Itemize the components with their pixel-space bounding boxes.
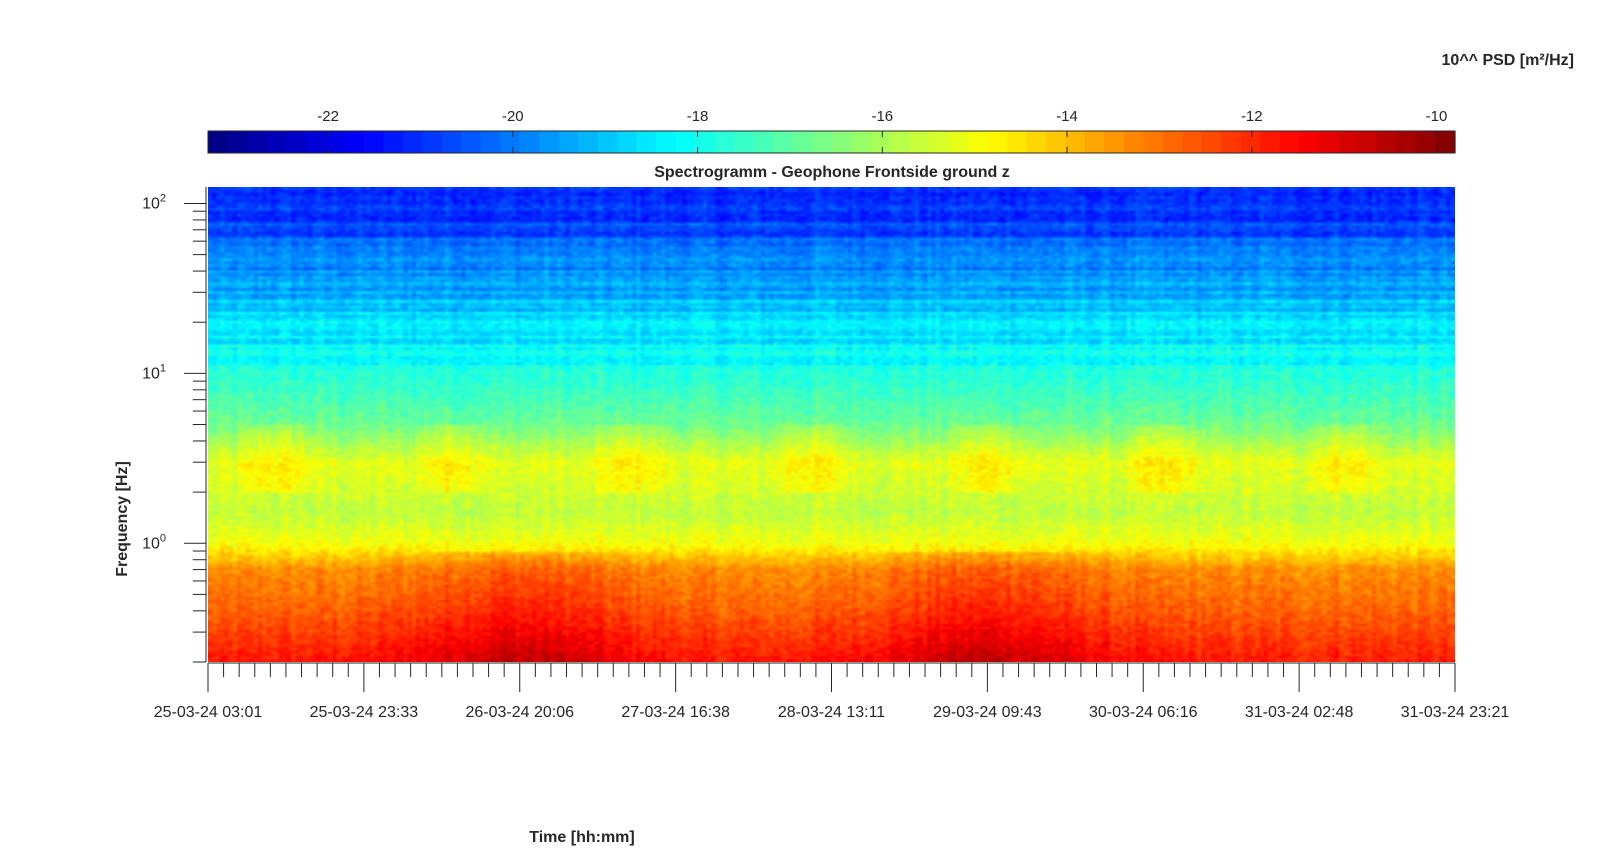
colorbar-segment [1162,131,1183,153]
colorbar-segment [539,131,560,153]
colorbar-segment [1299,131,1320,153]
colorbar-segment [422,131,443,153]
colorbar-segment [695,131,716,153]
spectrogram-image [208,187,1455,662]
colorbar-segment [948,131,969,153]
colorbar-segment [266,131,287,153]
colorbar-segment [1026,131,1047,153]
x-tick-label: 31-03-24 02:48 [1245,704,1354,721]
colorbar-segment [734,131,755,153]
colorbar-segment [383,131,404,153]
y-axis: 100 101 102 [142,187,207,663]
colorbar-segment [1377,131,1398,153]
colorbar-segment [208,131,229,153]
x-tick-label: 28-03-24 13:11 [778,704,885,721]
colorbar-segment [461,131,482,153]
x-tick-label: 26-03-24 20:06 [465,704,574,721]
colorbar-segment [324,131,345,153]
colorbar-segment [1143,131,1164,153]
colorbar-segment [402,131,423,153]
colorbar-segment [1318,131,1339,153]
colorbar-segment [1123,131,1144,153]
colorbar-segment [1416,131,1437,153]
colorbar-segment [441,131,462,153]
colorbar-segment [578,131,599,153]
colorbar-segment [1006,131,1027,153]
colorbar-segment [967,131,988,153]
colorbar-segment [870,131,891,153]
y-tick-label: 100 [142,532,166,552]
colorbar-tick-label: -18 [687,108,709,125]
colorbar-segment [1182,131,1203,153]
y-axis-label: Frequency [Hz] [114,461,131,577]
spectrogram-plot [208,187,1455,662]
x-tick-label: 30-03-24 06:16 [1089,704,1198,721]
colorbar-tick-label: -20 [502,108,524,125]
x-axis-label: Time [hh:mm] [529,829,634,846]
colorbar-segment [305,131,326,153]
colorbar-segment [909,131,930,153]
x-tick-label: 25-03-24 23:33 [310,704,419,721]
chart-title: Spectrogramm - Geophone Frontside ground… [654,164,1010,181]
y-tick-label: 101 [142,362,166,382]
x-tick-label: 27-03-24 16:38 [621,704,730,721]
colorbar-segment [617,131,638,153]
colorbar-tick-label: -14 [1056,108,1078,125]
colorbar-frame [207,130,1456,154]
colorbar-segment [987,131,1008,153]
colorbar-segment [558,131,579,153]
colorbar-segment [850,131,872,153]
x-tick-label: 25-03-24 03:01 [154,704,263,721]
colorbar-segment [519,131,540,153]
colorbar-segment [1357,131,1378,153]
x-tick-label: 31-03-24 23:21 [1401,704,1510,721]
colorbar-label: 10^^ PSD [m²/Hz] [1442,52,1574,69]
x-axis: 25-03-24 03:01 25-03-24 23:33 26-03-24 20:… [154,662,1510,721]
colorbar-segment [1084,131,1105,153]
colorbar-segment [889,131,911,153]
colorbar-tick-label: -16 [871,108,893,125]
colorbar-segment [1065,131,1086,153]
colorbar-segment [675,131,696,153]
colorbar-ticks: -22 -20 -18 -16 -14 -12 -10 [317,108,1447,153]
colorbar-segment [1201,131,1222,153]
colorbar-segment [812,131,833,153]
colorbar-segment [1104,131,1125,153]
colorbar [207,130,1456,154]
colorbar-segment [500,131,521,153]
colorbar-segment [1240,131,1261,153]
colorbar-segment [1396,131,1417,153]
colorbar-segment [1338,131,1359,153]
colorbar-segment [1279,131,1300,153]
colorbar-segment [636,131,657,153]
colorbar-segment [227,131,248,153]
colorbar-tick-label: -12 [1241,108,1263,125]
colorbar-segment [597,131,618,153]
colorbar-tick-label: -10 [1426,108,1448,125]
y-tick-label: 102 [142,192,166,212]
colorbar-segment [480,131,501,153]
colorbar-segment [714,131,735,153]
colorbar-segment [928,131,950,153]
colorbar-segment [363,131,384,153]
colorbar-segment [792,131,813,153]
colorbar-segment [1260,131,1281,153]
colorbar-segment [1435,131,1456,153]
colorbar-segment [1045,131,1066,153]
colorbar-segment [831,131,852,153]
colorbar-segment [656,131,677,153]
colorbar-segment [246,131,268,153]
colorbar-segment [285,131,307,153]
x-tick-label: 29-03-24 09:43 [933,704,1042,721]
colorbar-segment [753,131,774,153]
colorbar-tick-label: -22 [317,108,339,125]
colorbar-segment [773,131,794,153]
colorbar-segment [1221,131,1242,153]
colorbar-segment [344,131,365,153]
